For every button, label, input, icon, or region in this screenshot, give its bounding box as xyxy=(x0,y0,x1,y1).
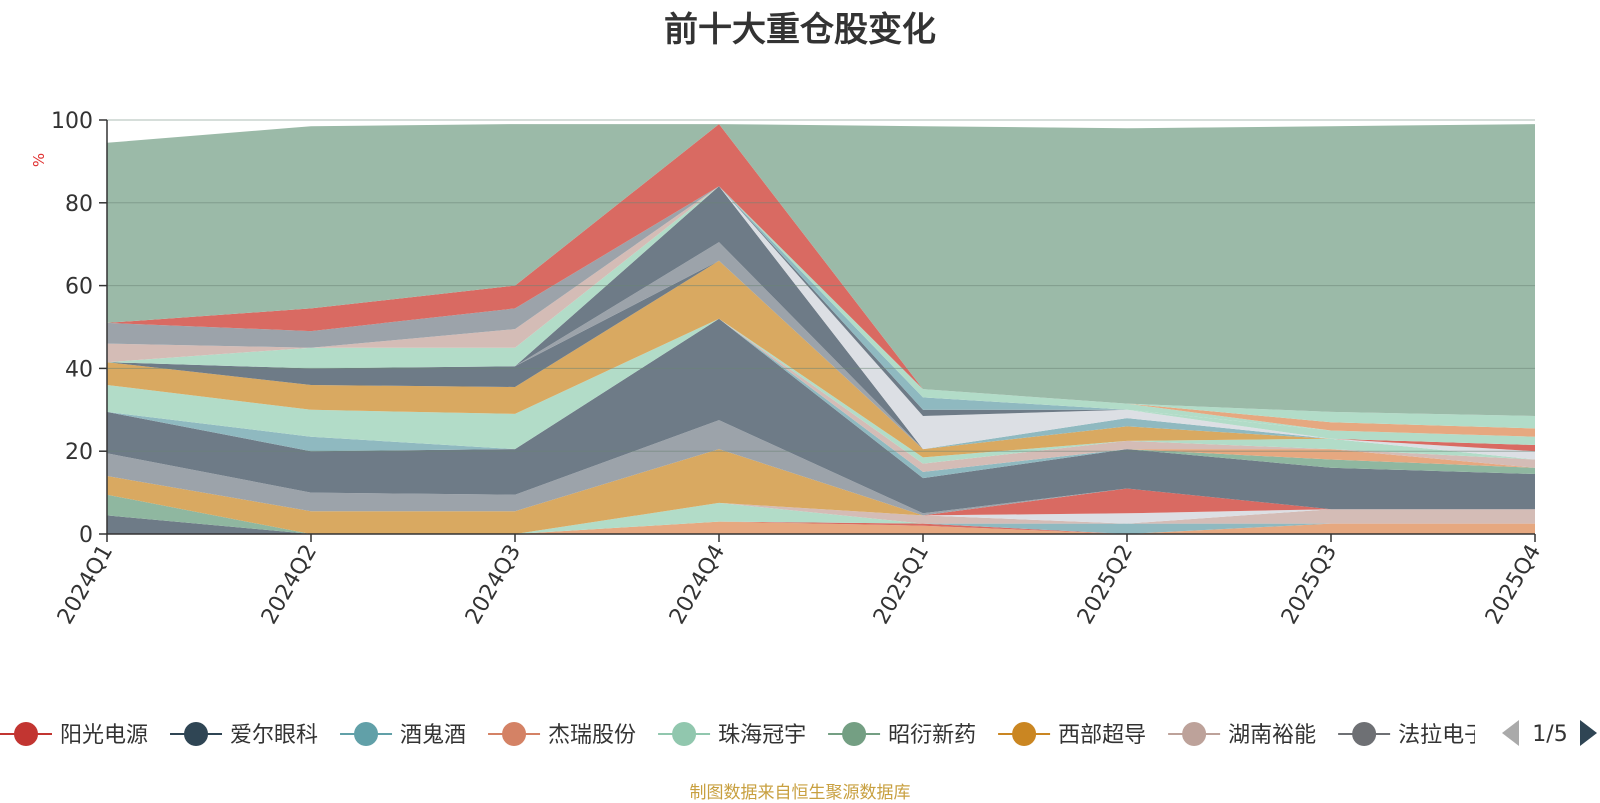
legend-marker-icon xyxy=(1182,722,1207,746)
x-tick-label: 2025Q4 xyxy=(1481,541,1546,629)
legend-label: 昭衍新药 xyxy=(888,723,976,748)
area-series-s03 xyxy=(107,494,1535,534)
area-series-s07 xyxy=(107,494,1535,534)
area-series-s25 xyxy=(107,186,1535,450)
legend-next-icon[interactable] xyxy=(1580,720,1597,746)
legend-item[interactable]: 西部超导 xyxy=(998,722,1146,748)
area-series-s12 xyxy=(107,420,1535,516)
area-series-s36 xyxy=(107,124,1535,416)
chart-title: 前十大重仓股变化 xyxy=(664,10,936,50)
legend-label: 杰瑞股份 xyxy=(548,723,636,748)
legend-item[interactable]: 酒鬼酒 xyxy=(340,722,466,748)
legend-label: 阳光电源 xyxy=(60,723,148,748)
area-series-s14 xyxy=(107,318,1535,479)
source-footnote: 制图数据来自恒生聚源数据库 xyxy=(689,783,911,803)
legend-item[interactable]: 杰瑞股份 xyxy=(488,722,636,748)
y-tick-label: 80 xyxy=(65,192,93,217)
legend-label: 爱尔眼科 xyxy=(230,723,318,748)
legend-marker-icon xyxy=(672,722,697,746)
area-series-s18 xyxy=(107,318,1535,464)
area-series-s01 xyxy=(107,515,1535,534)
legend-item[interactable]: 昭衍新药 xyxy=(828,722,976,748)
legend-item[interactable]: 法拉电子 xyxy=(1338,722,1486,748)
x-tick-label: 2025Q1 xyxy=(869,541,934,629)
area-series-s19 xyxy=(107,260,1535,460)
legend-page-indicator: 1/5 xyxy=(1532,722,1567,747)
area-series-s11 xyxy=(107,449,1535,516)
area-series-s10 xyxy=(107,449,1535,534)
x-tick-label: 2024Q2 xyxy=(257,541,322,629)
legend-marker-icon xyxy=(1352,722,1377,746)
legend-prev-icon[interactable] xyxy=(1502,720,1519,746)
area-series-s13 xyxy=(107,318,1535,514)
y-tick-label: 60 xyxy=(65,275,93,300)
legend-label: 酒鬼酒 xyxy=(400,723,466,748)
y-tick-label: 40 xyxy=(65,357,93,382)
legend-item[interactable]: 阳光电源 xyxy=(0,722,148,748)
gridlines xyxy=(107,119,1535,452)
legend-marker-icon xyxy=(1012,722,1037,746)
y-tick-label: 0 xyxy=(79,523,93,548)
y-tick-label: 20 xyxy=(65,440,93,465)
area-series-s17 xyxy=(107,318,1535,472)
x-tick-label: 2024Q1 xyxy=(53,541,118,629)
legend-marker-icon xyxy=(14,722,38,746)
area-series-s06 xyxy=(107,494,1535,534)
legend-label: 法拉电子 xyxy=(1398,723,1486,748)
legend-label: 湖南裕能 xyxy=(1228,723,1316,748)
legend[interactable]: 阳光电源 爱尔眼科 酒鬼酒 杰瑞股份 珠海冠宇 昭衍新药 西部超导 湖南裕能 法拉电子 xyxy=(0,722,1486,748)
area-series-s09 xyxy=(107,494,1535,534)
legend-marker-icon xyxy=(184,722,209,746)
legend-item[interactable]: 湖南裕能 xyxy=(1168,722,1316,748)
area-series-s35 xyxy=(107,124,1535,416)
legend-marker-icon xyxy=(842,722,867,746)
y-axis-label: % xyxy=(30,153,48,167)
x-tick-label: 2024Q4 xyxy=(665,541,730,629)
legend-marker-icon xyxy=(354,722,379,746)
x-tick-label: 2025Q2 xyxy=(1073,541,1138,629)
legend-label: 西部超导 xyxy=(1058,723,1146,748)
legend-item[interactable]: 珠海冠宇 xyxy=(658,722,806,748)
area-layers xyxy=(107,124,1535,534)
legend-label: 珠海冠宇 xyxy=(718,723,806,748)
y-tick-label: 100 xyxy=(51,109,93,134)
x-tick-label: 2025Q3 xyxy=(1277,541,1342,629)
legend-pager[interactable]: 1/5 xyxy=(1502,720,1597,747)
legend-item[interactable]: 爱尔眼科 xyxy=(170,722,318,748)
x-tick-label: 2024Q3 xyxy=(461,541,526,629)
area-series-s04 xyxy=(107,494,1535,534)
legend-marker-icon xyxy=(502,722,527,746)
